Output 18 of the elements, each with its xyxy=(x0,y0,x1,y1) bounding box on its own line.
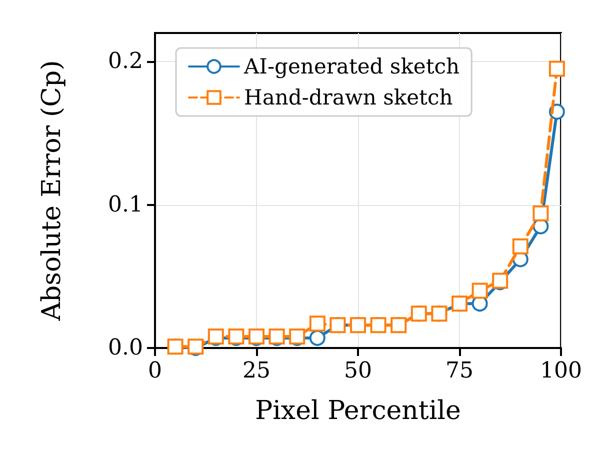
point xyxy=(548,60,565,77)
y-axis-title: Absolute Error (Cp) xyxy=(37,60,67,322)
point xyxy=(532,205,549,222)
y-tick-label: 0.0 xyxy=(108,336,143,360)
x-axis-title: Pixel Percentile xyxy=(255,396,461,426)
x-tick-label: 0 xyxy=(148,358,162,384)
x-tick-label: 100 xyxy=(540,358,582,384)
x-tick-label: 75 xyxy=(446,358,474,384)
x-tick-label: 50 xyxy=(344,358,372,384)
point xyxy=(472,282,488,299)
y-tick-label: 0.1 xyxy=(108,192,143,218)
legend-label: AI-generated sketch xyxy=(243,54,460,78)
point xyxy=(512,238,528,254)
y-tick-label: 0.2 xyxy=(108,49,143,74)
point xyxy=(309,330,326,346)
point xyxy=(309,316,326,332)
legend-label: Hand-drawn sketch xyxy=(244,86,453,110)
x-tick-label: 25 xyxy=(242,358,270,384)
